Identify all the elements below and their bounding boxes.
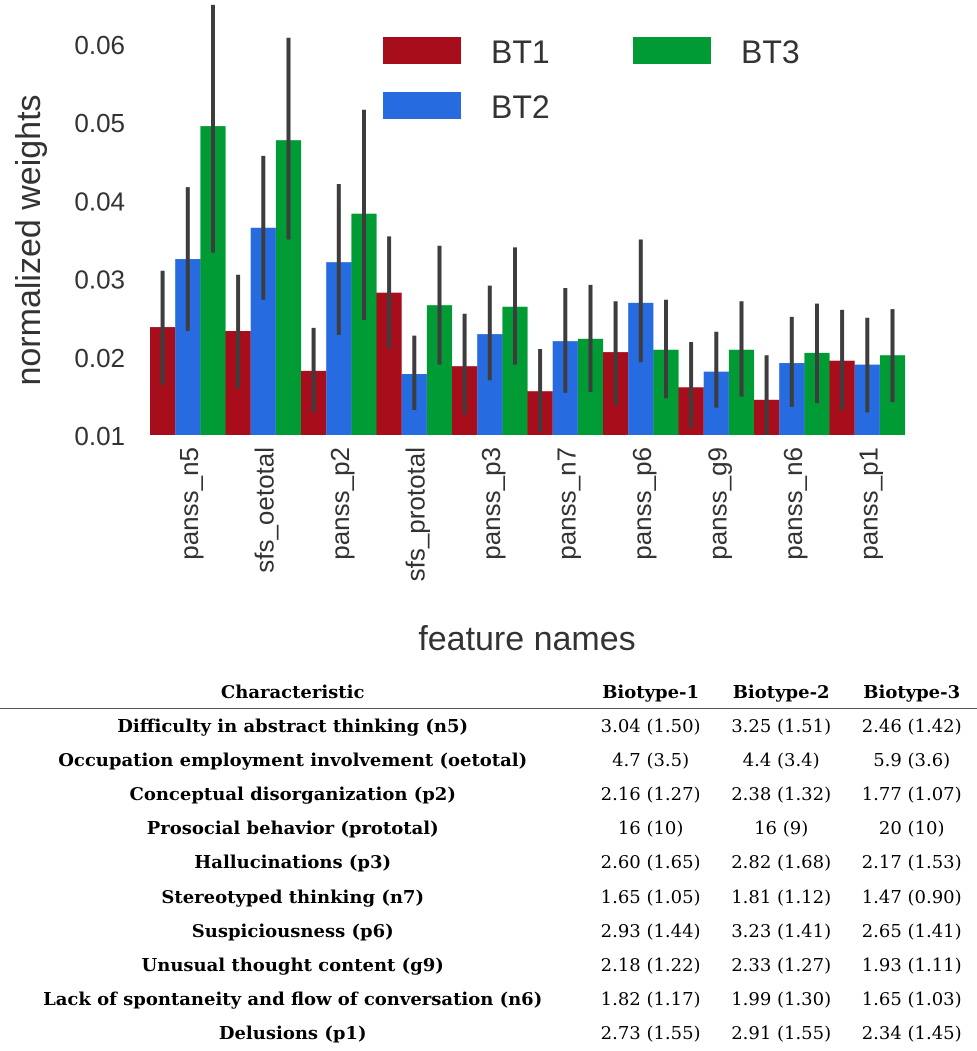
y-tick-label: 0.05	[74, 108, 125, 138]
x-tick-label: panss_n7	[551, 447, 581, 560]
column-header: Biotype-2	[732, 681, 830, 703]
table-row: Difficulty in abstract thinking (n5) 3.04…	[0, 709, 977, 744]
legend-swatch-BT1	[383, 37, 461, 64]
value-cell: 2.91 (1.55)	[731, 1023, 832, 1045]
table-header-row: Characteristic Biotype-1 Biotype-2 Biotype-…	[0, 676, 977, 709]
value-cell: 2.34 (1.45)	[861, 1023, 962, 1045]
value-cell: 2.16 (1.27)	[600, 783, 701, 805]
value-cell: 3.23 (1.41)	[731, 920, 832, 942]
table-row: Prosocial behavior (prototal) 16 (10) 16 (…	[0, 812, 977, 846]
x-tick-label: panss_g9	[702, 447, 732, 560]
bar-chart: panss_n5 sfs_oetotal panss_p2 sfs_prototal p…	[10, 4, 906, 658]
y-tick-label: 0.03	[74, 265, 125, 295]
value-cell: 2.17 (1.53)	[861, 852, 962, 874]
value-cell: 1.82 (1.17)	[600, 989, 701, 1011]
x-tick-label: panss_n5	[174, 447, 204, 560]
characteristic-cell: Conceptual disorganization (p2)	[129, 783, 456, 805]
y-tick-label: 0.02	[74, 343, 125, 373]
characteristic-cell: Delusions (p1)	[218, 1023, 367, 1045]
value-cell: 2.33 (1.27)	[731, 954, 832, 976]
value-cell: 3.25 (1.51)	[731, 715, 832, 737]
legend-label: BT1	[491, 34, 550, 70]
y-tick-label: 0.04	[74, 186, 125, 216]
legend-label: BT3	[741, 34, 800, 70]
value-cell: 2.60 (1.65)	[600, 852, 701, 874]
characteristic-cell: Hallucinations (p3)	[194, 852, 392, 874]
value-cell: 1.77 (1.07)	[861, 783, 962, 805]
x-tick-label: panss_p1	[853, 447, 883, 560]
x-axis-label: feature names	[418, 620, 635, 658]
x-tick-label: panss_p6	[627, 447, 657, 560]
table-row: Lack of spontaneity and flow of conversa…	[0, 983, 977, 1017]
y-axis-label: normalized weights	[10, 94, 48, 385]
legend-swatch-BT3	[633, 37, 711, 64]
value-cell: 1.93 (1.11)	[861, 954, 962, 976]
table-row: Delusions (p1) 2.73 (1.55) 2.91 (1.55) 2.34…	[0, 1017, 977, 1051]
value-cell: 1.65 (1.03)	[861, 989, 962, 1011]
value-cell: 16 (9)	[754, 818, 809, 840]
value-cell: 2.38 (1.32)	[731, 783, 832, 805]
x-tick-label: sfs_prototal	[400, 447, 430, 581]
table-row: Unusual thought content (g9) 2.18 (1.22) 2…	[0, 948, 977, 982]
value-cell: 2.46 (1.42)	[861, 715, 962, 737]
table-row: Stereotyped thinking (n7) 1.65 (1.05) 1.81…	[0, 880, 977, 914]
x-tick-label: sfs_oetotal	[249, 447, 279, 573]
characteristic-cell: Unusual thought content (g9)	[141, 954, 444, 976]
value-cell: 5.9 (3.6)	[873, 749, 951, 771]
characteristic-cell: Difficulty in abstract thinking (n5)	[117, 715, 469, 737]
column-header: Biotype-3	[863, 681, 961, 703]
legend-label: BT2	[491, 89, 550, 125]
value-cell: 2.82 (1.68)	[731, 852, 832, 874]
table-row: Suspiciousness (p6) 2.93 (1.44) 3.23 (1.41…	[0, 914, 977, 948]
value-cell: 4.4 (3.4)	[742, 749, 820, 771]
value-cell: 3.04 (1.50)	[600, 715, 701, 737]
table-row: Hallucinations (p3) 2.60 (1.65) 2.82 (1.68…	[0, 846, 977, 880]
value-cell: 4.7 (3.5)	[612, 749, 690, 771]
x-tick-label: panss_n6	[778, 447, 808, 560]
table-row: Occupation employment involvement (oetot…	[0, 743, 977, 777]
column-header: Biotype-1	[602, 681, 700, 703]
column-header: Characteristic	[220, 681, 365, 703]
value-cell: 2.65 (1.41)	[861, 920, 962, 942]
value-cell: 20 (10)	[878, 818, 945, 840]
value-cell: 2.73 (1.55)	[600, 1023, 701, 1045]
x-tick-label: panss_p2	[325, 447, 355, 560]
table-row: Conceptual disorganization (p2) 2.16 (1.2…	[0, 777, 977, 811]
value-cell: 1.81 (1.12)	[731, 886, 832, 908]
characteristic-cell: Lack of spontaneity and flow of conversa…	[43, 989, 543, 1011]
characteristic-cell: Stereotyped thinking (n7)	[161, 886, 424, 908]
value-cell: 16 (10)	[617, 818, 684, 840]
value-cell: 1.99 (1.30)	[731, 989, 832, 1011]
x-tick-label: panss_p3	[476, 447, 506, 560]
characteristic-cell: Prosocial behavior (prototal)	[146, 818, 439, 840]
y-tick-label: 0.06	[74, 30, 125, 60]
characteristic-cell: Occupation employment involvement (oetot…	[58, 749, 528, 771]
y-tick-label: 0.01	[74, 421, 125, 451]
value-cell: 1.47 (0.90)	[861, 886, 962, 908]
value-cell: 2.93 (1.44)	[600, 920, 701, 942]
value-cell: 1.65 (1.05)	[600, 886, 701, 908]
legend-swatch-BT2	[383, 92, 461, 119]
characteristic-cell: Suspiciousness (p6)	[191, 920, 394, 942]
value-cell: 2.18 (1.22)	[600, 954, 701, 976]
characteristics-table: Characteristic Biotype-1 Biotype-2 Biotype-…	[0, 676, 977, 1051]
